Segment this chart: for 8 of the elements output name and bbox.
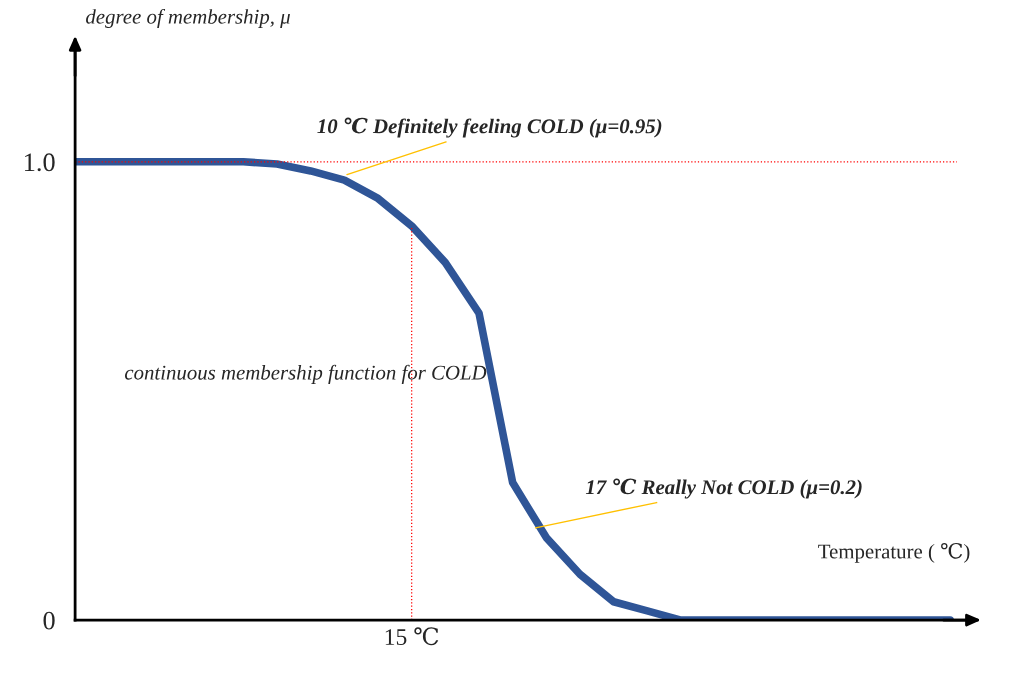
annotation: 10 ℃ Definitely feeling COLD (μ=0.95) [317, 117, 662, 138]
y-tick-label: 1.0 [25, 153, 55, 172]
annotation: 17 ℃ Really Not COLD (μ=0.2) [585, 478, 862, 499]
y-axis-title: degree of membership, μ [86, 8, 290, 29]
x-axis-title: Temperature ( ℃) [818, 542, 970, 563]
y-tick-label: 0 [43, 611, 55, 630]
x-tick-label: 15 ℃ [385, 627, 439, 646]
annotation: continuous membership function for COLD [125, 364, 487, 384]
